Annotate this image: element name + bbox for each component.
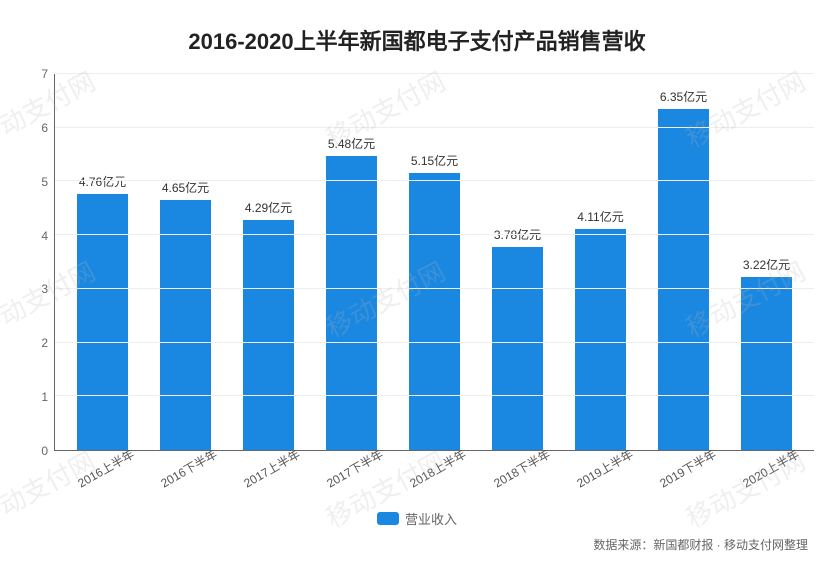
bars-group: 4.76亿元 4.65亿元 4.29亿元 5.48亿元 5.15亿元 3.78亿元 4.11… <box>55 74 814 450</box>
y-tick: 2 <box>41 336 48 350</box>
x-axis-labels: 2016上半年2016下半年2017上半年2017下半年2018上半年2018下… <box>54 451 814 507</box>
bar <box>326 156 377 450</box>
chart-container: 2016-2020上半年新国都电子支付产品销售营收 0 1 2 3 4 5 6 7 4.76亿… <box>0 0 834 563</box>
chart-title: 2016-2020上半年新国都电子支付产品销售营收 <box>20 24 814 56</box>
grid-line <box>55 288 814 289</box>
y-axis: 01234567 <box>20 74 54 451</box>
bar-value-label: 4.65亿元 <box>162 179 209 196</box>
bar-wrap: 6.35亿元 <box>642 74 725 450</box>
y-tick: 4 <box>41 229 48 243</box>
source-text: 数据来源：新国都财报 · 移动支付网整理 <box>20 536 814 553</box>
bar <box>77 194 128 450</box>
y-tick: 3 <box>41 282 48 296</box>
bar-wrap: 5.48亿元 <box>310 74 393 450</box>
bar-wrap: 4.29亿元 <box>227 74 310 450</box>
bar <box>409 173 460 450</box>
bar <box>658 109 709 450</box>
bar-value-label: 3.22亿元 <box>743 256 790 273</box>
y-tick: 1 <box>41 390 48 404</box>
grid-line <box>55 73 814 74</box>
plot-area: 4.76亿元 4.65亿元 4.29亿元 5.48亿元 5.15亿元 3.78亿元 4.11… <box>54 74 814 451</box>
bar-value-label: 5.48亿元 <box>328 135 375 152</box>
bar-wrap: 3.22亿元 <box>725 74 808 450</box>
bar-wrap: 4.76亿元 <box>61 74 144 450</box>
y-tick: 5 <box>41 175 48 189</box>
bar-wrap: 5.15亿元 <box>393 74 476 450</box>
legend-swatch <box>377 512 399 525</box>
bar-value-label: 4.76亿元 <box>79 173 126 190</box>
grid-line <box>55 180 814 181</box>
y-tick: 0 <box>41 444 48 458</box>
bar-value-label: 6.35亿元 <box>660 88 707 105</box>
bar-wrap: 3.78亿元 <box>476 74 559 450</box>
bar-wrap: 4.11亿元 <box>559 74 642 450</box>
y-tick: 6 <box>41 121 48 135</box>
bar <box>492 247 543 450</box>
bar <box>575 229 626 450</box>
grid-line <box>55 234 814 235</box>
bar-value-label: 4.11亿元 <box>577 208 623 225</box>
bar <box>160 200 211 450</box>
bar-value-label: 4.29亿元 <box>245 199 292 216</box>
y-tick: 7 <box>41 67 48 81</box>
bar <box>741 277 792 450</box>
bar-wrap: 4.65亿元 <box>144 74 227 450</box>
bar-value-label: 5.15亿元 <box>411 152 458 169</box>
grid-line <box>55 127 814 128</box>
grid-line <box>55 395 814 396</box>
grid-line <box>55 342 814 343</box>
bar <box>243 220 294 450</box>
chart-area: 01234567 4.76亿元4.65亿元4.29亿元5.48亿元5.15亿元3… <box>20 74 814 451</box>
